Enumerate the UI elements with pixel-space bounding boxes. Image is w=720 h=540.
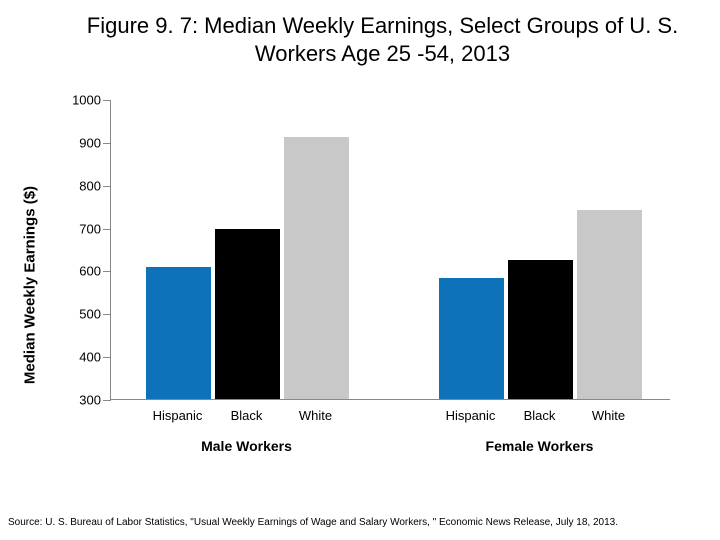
- x-category-label: Black: [524, 408, 556, 423]
- x-group-label: Male Workers: [201, 438, 292, 454]
- y-axis-label: Median Weekly Earnings ($): [22, 186, 39, 384]
- y-tick: [103, 400, 111, 401]
- bar: [577, 210, 642, 399]
- x-group-label: Female Workers: [486, 438, 594, 454]
- bar: [215, 229, 280, 399]
- chart-area: Median Weekly Earnings ($) 3004005006007…: [40, 90, 680, 480]
- y-tick: [103, 229, 111, 230]
- x-category-label: Hispanic: [153, 408, 203, 423]
- y-tick-label: 500: [66, 307, 101, 322]
- y-tick-label: 900: [66, 135, 101, 150]
- figure-title: Figure 9. 7: Median Weekly Earnings, Sel…: [85, 12, 680, 67]
- y-tick-label: 700: [66, 221, 101, 236]
- y-tick: [103, 186, 111, 187]
- y-tick: [103, 271, 111, 272]
- y-tick: [103, 357, 111, 358]
- x-category-label: White: [299, 408, 332, 423]
- bar: [146, 267, 211, 399]
- bar: [439, 278, 504, 399]
- x-category-label: Black: [231, 408, 263, 423]
- y-tick-label: 1000: [66, 93, 101, 108]
- y-tick-label: 400: [66, 350, 101, 365]
- bar: [284, 137, 349, 399]
- y-tick: [103, 143, 111, 144]
- bar: [508, 260, 573, 399]
- plot-area: 3004005006007008009001000: [110, 100, 670, 400]
- y-tick: [103, 100, 111, 101]
- y-tick-label: 800: [66, 178, 101, 193]
- y-tick-label: 300: [66, 393, 101, 408]
- x-category-label: Hispanic: [446, 408, 496, 423]
- x-category-label: White: [592, 408, 625, 423]
- source-citation: Source: U. S. Bureau of Labor Statistics…: [8, 517, 712, 528]
- y-tick: [103, 314, 111, 315]
- y-tick-label: 600: [66, 264, 101, 279]
